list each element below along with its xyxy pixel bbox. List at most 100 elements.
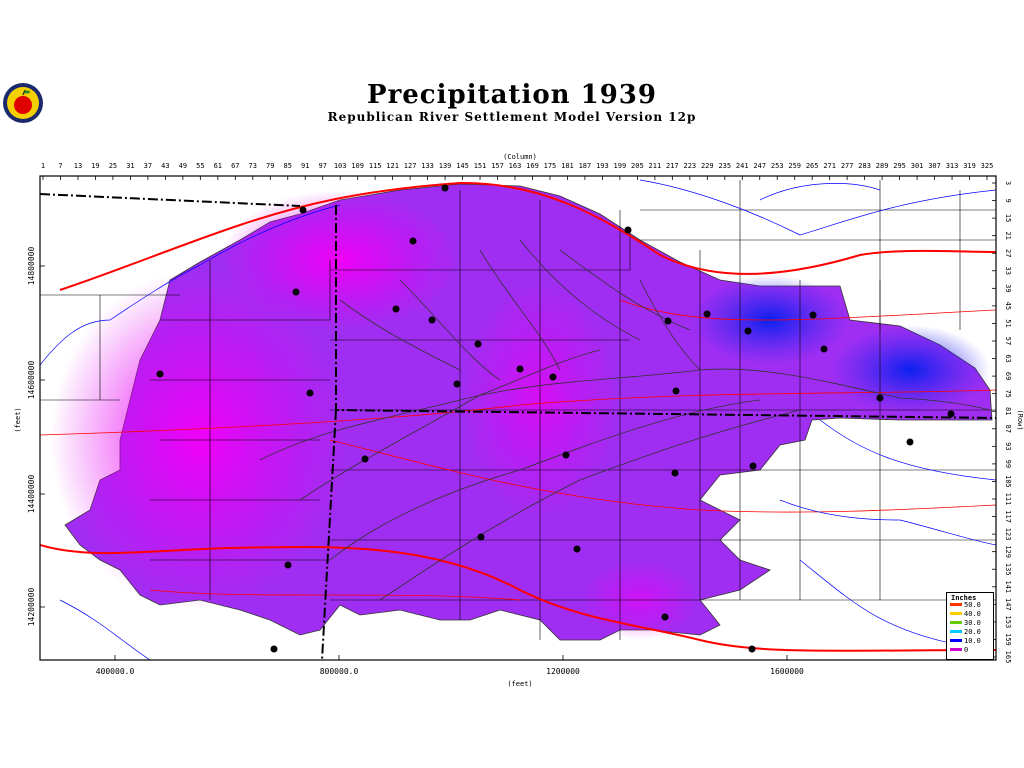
- column-tick-label: 55: [196, 162, 204, 170]
- legend-item: 40.0: [950, 610, 994, 618]
- row-tick-label: 51: [1004, 319, 1012, 327]
- legend-swatch: [950, 639, 962, 642]
- column-tick-label: 19: [91, 162, 99, 170]
- row-tick-label: 87: [1004, 425, 1012, 433]
- county-boundaries: [40, 180, 996, 640]
- column-tick-label: 319: [963, 162, 976, 170]
- column-tick-label: 7: [58, 162, 62, 170]
- column-tick-label: 205: [631, 162, 644, 170]
- legend-item: 0: [950, 646, 994, 654]
- column-tick-label: 271: [823, 162, 836, 170]
- legend-label: 40.0: [964, 610, 981, 618]
- column-tick-label: 283: [858, 162, 871, 170]
- column-tick-label: 61: [214, 162, 222, 170]
- legend-swatch: [950, 630, 962, 633]
- y-tick-label: 14400000: [27, 475, 36, 514]
- column-tick-label: 103: [334, 162, 347, 170]
- y-tick-label: 14200000: [27, 588, 36, 627]
- column-tick-label: 97: [318, 162, 326, 170]
- legend-item: 10.0: [950, 637, 994, 645]
- column-tick-label: 25: [109, 162, 117, 170]
- row-tick-label: 63: [1004, 354, 1012, 362]
- legend-label: 0: [964, 646, 969, 654]
- column-tick-label: 151: [474, 162, 487, 170]
- column-tick-label: 13: [74, 162, 82, 170]
- column-tick-label: 289: [876, 162, 889, 170]
- x-tick-label: 400000.0: [96, 667, 135, 676]
- stream-network: [259, 239, 991, 601]
- column-tick-label: 121: [386, 162, 399, 170]
- row-tick-label: 129: [1004, 545, 1012, 558]
- column-tick-label: 115: [369, 162, 382, 170]
- column-tick-label: 325: [981, 162, 994, 170]
- row-tick-label: 165: [1004, 651, 1012, 664]
- column-tick-label: 193: [596, 162, 609, 170]
- row-tick-label: 135: [1004, 563, 1012, 576]
- column-tick-label: 43: [161, 162, 169, 170]
- row-tick-label: 33: [1004, 267, 1012, 275]
- x-tick-label: 1200000: [546, 667, 580, 676]
- column-tick-labels: 1 7 13 19 25 31 37 43 49 55 61 67 73 79 85 91 97 103 109 11…: [41, 162, 993, 170]
- column-axis-label: (Column): [503, 153, 537, 161]
- legend-swatch: [950, 648, 962, 651]
- column-tick-label: 109: [351, 162, 364, 170]
- column-tick-label: 217: [666, 162, 679, 170]
- column-tick-label: 139: [439, 162, 452, 170]
- legend-item: 50.0: [950, 601, 994, 609]
- roads: [40, 181, 996, 652]
- row-tick-label: 147: [1004, 598, 1012, 611]
- column-tick-label: 259: [788, 162, 801, 170]
- row-tick-label: 99: [1004, 460, 1012, 468]
- row-tick-label: 21: [1004, 231, 1012, 239]
- legend-label: 10.0: [964, 637, 981, 645]
- row-tick-label: 69: [1004, 372, 1012, 380]
- row-tick-labels: 3915212733394551576369758187939910511111…: [1004, 181, 1012, 663]
- column-tick-label: 295: [893, 162, 906, 170]
- row-tick-label: 3: [1004, 181, 1012, 185]
- column-tick-label: 163: [509, 162, 522, 170]
- x-axis-label: (feet): [507, 680, 532, 688]
- column-tick-label: 73: [249, 162, 257, 170]
- column-tick-label: 187: [579, 162, 592, 170]
- column-tick-label: 91: [301, 162, 309, 170]
- row-axis-label: (Row): [1016, 409, 1024, 430]
- apple-logo-icon: [3, 83, 43, 123]
- x-tick-labels: 400000.0 800000.0 1200000 1600000: [96, 667, 804, 676]
- row-tick-label: 159: [1004, 633, 1012, 646]
- y-tick-label: 14800000: [27, 247, 36, 286]
- page-subtitle: Republican River Settlement Model Versio…: [327, 110, 697, 124]
- column-tick-label: 277: [841, 162, 854, 170]
- column-tick-label: 181: [561, 162, 574, 170]
- legend-label: 20.0: [964, 628, 981, 636]
- column-tick-label: 85: [284, 162, 292, 170]
- column-tick-label: 199: [614, 162, 627, 170]
- legend-item: 30.0: [950, 619, 994, 627]
- column-tick-label: 229: [701, 162, 714, 170]
- column-tick-label: 253: [771, 162, 784, 170]
- legend-item: 20.0: [950, 628, 994, 636]
- legend: Inches 50.0 40.0 30.0 20.0 10.0 0: [946, 592, 994, 660]
- column-tick-label: 145: [456, 162, 469, 170]
- column-tick-label: 67: [231, 162, 239, 170]
- x-tick-label: 800000.0: [320, 667, 359, 676]
- column-tick-label: 49: [179, 162, 187, 170]
- column-tick-label: 169: [526, 162, 539, 170]
- x-tick-label: 1600000: [770, 667, 804, 676]
- column-tick-label: 223: [683, 162, 696, 170]
- row-tick-label: 117: [1004, 510, 1012, 523]
- column-tick-label: 307: [928, 162, 941, 170]
- legend-label: 30.0: [964, 619, 981, 627]
- legend-title: Inches: [951, 594, 977, 602]
- legend-swatch: [950, 621, 962, 624]
- row-tick-label: 93: [1004, 442, 1012, 450]
- row-tick-label: 141: [1004, 580, 1012, 593]
- column-tick-label: 1: [41, 162, 45, 170]
- legend-swatch: [950, 603, 962, 606]
- column-tick-label: 79: [266, 162, 274, 170]
- column-tick-label: 247: [753, 162, 766, 170]
- state-boundaries: [39, 193, 997, 661]
- row-tick-label: 75: [1004, 389, 1012, 397]
- row-tick-label: 15: [1004, 214, 1012, 222]
- column-tick-label: 313: [946, 162, 959, 170]
